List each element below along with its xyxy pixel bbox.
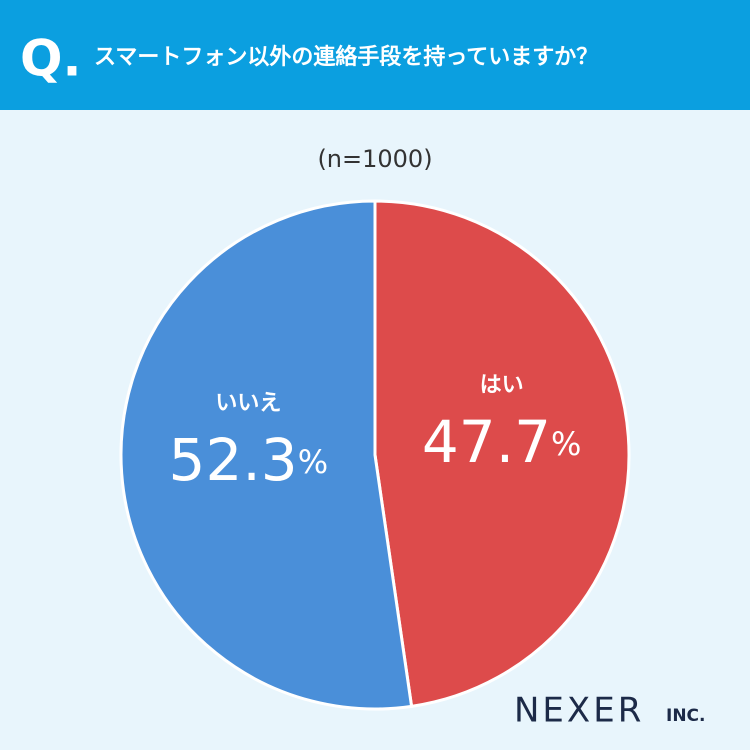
- pie-slice: [119, 199, 414, 711]
- slice-label: いいえ: [215, 391, 281, 416]
- logo-name: NEXER: [514, 691, 644, 731]
- value-label: 52.3%: [169, 426, 329, 494]
- chart-title: スマートフォン以外の連絡手段を持っていますか？: [94, 44, 598, 70]
- slice-label: はい: [480, 373, 524, 398]
- pie: はい 47.7% いいえ 52.3%: [119, 199, 631, 711]
- value-label: 47.7%: [422, 408, 582, 476]
- subtitle: (n=1000): [317, 145, 432, 173]
- header-bar: [0, 0, 750, 110]
- q-mark: Q.: [20, 30, 82, 88]
- pie-slice: [373, 199, 631, 709]
- logo-suffix: INC.: [666, 706, 706, 726]
